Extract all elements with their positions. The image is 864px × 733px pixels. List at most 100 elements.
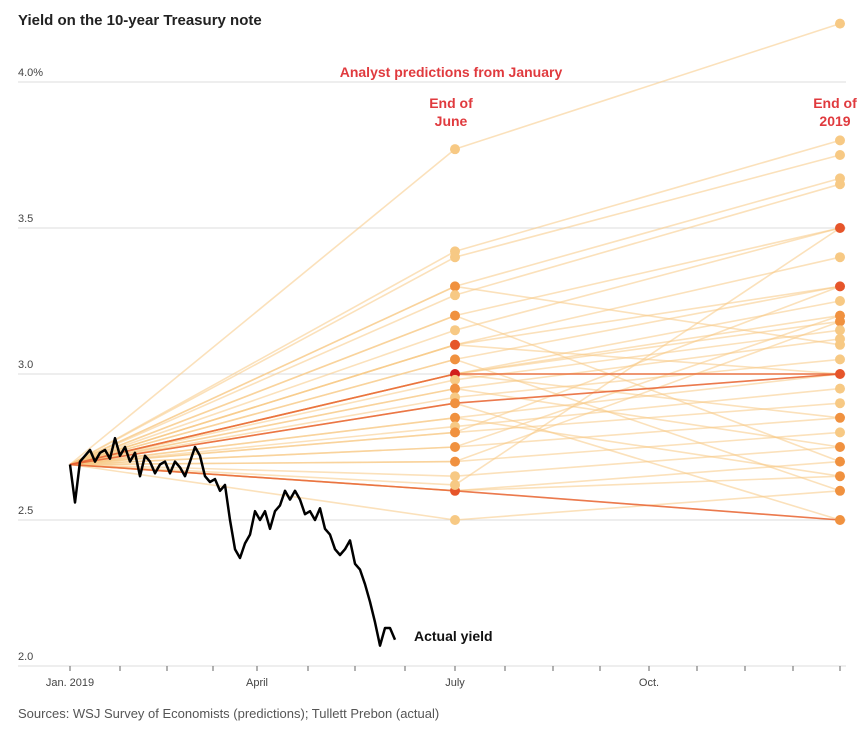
prediction-line-end	[454, 320, 841, 375]
prediction-dot-end-2019	[835, 150, 845, 160]
y-tick-label: 2.0	[18, 651, 33, 663]
prediction-dot-june	[450, 374, 460, 385]
actual-yield-label: Actual yield	[414, 628, 493, 644]
prediction-dot-june	[450, 383, 460, 394]
prediction-dot-june	[450, 456, 460, 467]
prediction-line-end	[454, 320, 841, 463]
prediction-dot-end-2019	[835, 354, 845, 365]
prediction-line-end	[454, 387, 841, 428]
prediction-line-june	[69, 329, 456, 466]
prediction-line-end	[454, 402, 841, 521]
x-tick-label: July	[445, 677, 465, 689]
prediction-line-june	[69, 387, 456, 466]
prediction-line-june	[69, 373, 456, 466]
source-note: Sources: WSJ Survey of Economists (predi…	[18, 706, 440, 721]
prediction-dot-end-2019	[835, 281, 845, 292]
prediction-dot-june	[450, 412, 460, 423]
prediction-line-june	[69, 463, 456, 521]
actual-yield-series	[68, 436, 397, 647]
june-label-line2: June	[435, 113, 468, 129]
prediction-dot-end-2019	[835, 412, 845, 423]
prediction-line-june	[69, 446, 456, 466]
predictions-label: Analyst predictions from January	[340, 64, 563, 80]
prediction-line-end	[454, 373, 841, 404]
prediction-line-end	[454, 139, 841, 253]
prediction-dot-june	[450, 310, 460, 321]
prediction-line-june	[69, 358, 456, 466]
prediction-dot-june	[450, 252, 460, 263]
prediction-dot-june	[450, 290, 460, 301]
prediction-line-end	[454, 490, 841, 521]
prediction-dot-june	[450, 442, 460, 452]
prediction-line-end	[454, 373, 841, 419]
y-tick-label: 2.5	[18, 505, 33, 517]
prediction-line-end	[454, 285, 841, 346]
end-2019-label-line2: 2019	[819, 113, 850, 129]
actual-yield-line	[68, 436, 397, 647]
prediction-line-end	[454, 460, 841, 492]
prediction-dot-end-2019	[835, 325, 845, 336]
prediction-line-end	[454, 475, 841, 492]
june-label-line1: End of	[429, 95, 473, 111]
prediction-dot-end-2019	[835, 339, 845, 350]
prediction-dot-end-2019	[835, 515, 845, 525]
prediction-dots	[450, 18, 845, 525]
prediction-line-end	[454, 417, 841, 448]
prediction-dot-end-2019	[835, 252, 845, 263]
y-tick-label: 4.0%	[18, 67, 43, 79]
prediction-line-end	[454, 256, 841, 346]
prediction-line-june	[69, 463, 456, 492]
prediction-line-june	[69, 379, 456, 466]
prediction-dot-end-2019	[835, 485, 845, 496]
prediction-dot-end-2019	[835, 223, 845, 233]
prediction-line-end	[454, 22, 841, 150]
prediction-dot-end-2019	[835, 442, 845, 452]
prediction-dot-june	[450, 339, 460, 350]
prediction-dot-end-2019	[835, 135, 845, 146]
prediction-lines	[69, 22, 841, 521]
x-tick-label: Oct.	[639, 677, 659, 689]
prediction-dot-june	[450, 427, 460, 438]
prediction-line-end	[454, 285, 841, 434]
prediction-line-end	[454, 183, 841, 296]
prediction-line-june	[69, 460, 456, 466]
x-tick-label: April	[246, 677, 268, 689]
prediction-line-june	[69, 250, 456, 466]
prediction-dot-june	[450, 325, 460, 336]
prediction-line-june	[69, 431, 456, 466]
prediction-line-end	[454, 285, 841, 361]
prediction-dot-end-2019	[835, 456, 845, 467]
prediction-line-end	[454, 314, 841, 448]
prediction-dot-end-2019	[835, 369, 845, 379]
prediction-dot-end-2019	[835, 316, 845, 327]
prediction-line-june	[69, 294, 456, 466]
prediction-line-end	[454, 314, 841, 375]
prediction-line-end	[454, 227, 841, 317]
prediction-line-end	[454, 227, 841, 331]
y-tick-label: 3.5	[18, 213, 33, 225]
prediction-line-end	[454, 177, 841, 288]
prediction-dot-june	[450, 479, 460, 490]
prediction-dot-end-2019	[835, 383, 845, 394]
prediction-line-end	[454, 387, 841, 448]
prediction-dot-end-2019	[835, 18, 845, 29]
prediction-line-june	[69, 463, 456, 486]
prediction-line-end	[454, 300, 841, 375]
prediction-dot-june	[450, 398, 460, 409]
x-tick-label: Jan. 2019	[46, 677, 94, 689]
prediction-dot-june	[450, 144, 460, 155]
prediction-dot-end-2019	[835, 296, 845, 306]
prediction-line-end	[454, 227, 841, 486]
y-tick-label: 3.0	[18, 359, 33, 371]
prediction-dot-end-2019	[835, 179, 845, 190]
prediction-line-end	[454, 338, 841, 390]
prediction-line-end	[454, 417, 841, 477]
prediction-dot-end-2019	[835, 398, 845, 409]
prediction-line-end	[454, 358, 841, 399]
prediction-line-june	[69, 256, 456, 466]
prediction-dot-june	[450, 515, 460, 525]
prediction-line-end	[454, 329, 841, 381]
prediction-line-june	[69, 463, 456, 477]
prediction-dot-end-2019	[835, 471, 845, 482]
